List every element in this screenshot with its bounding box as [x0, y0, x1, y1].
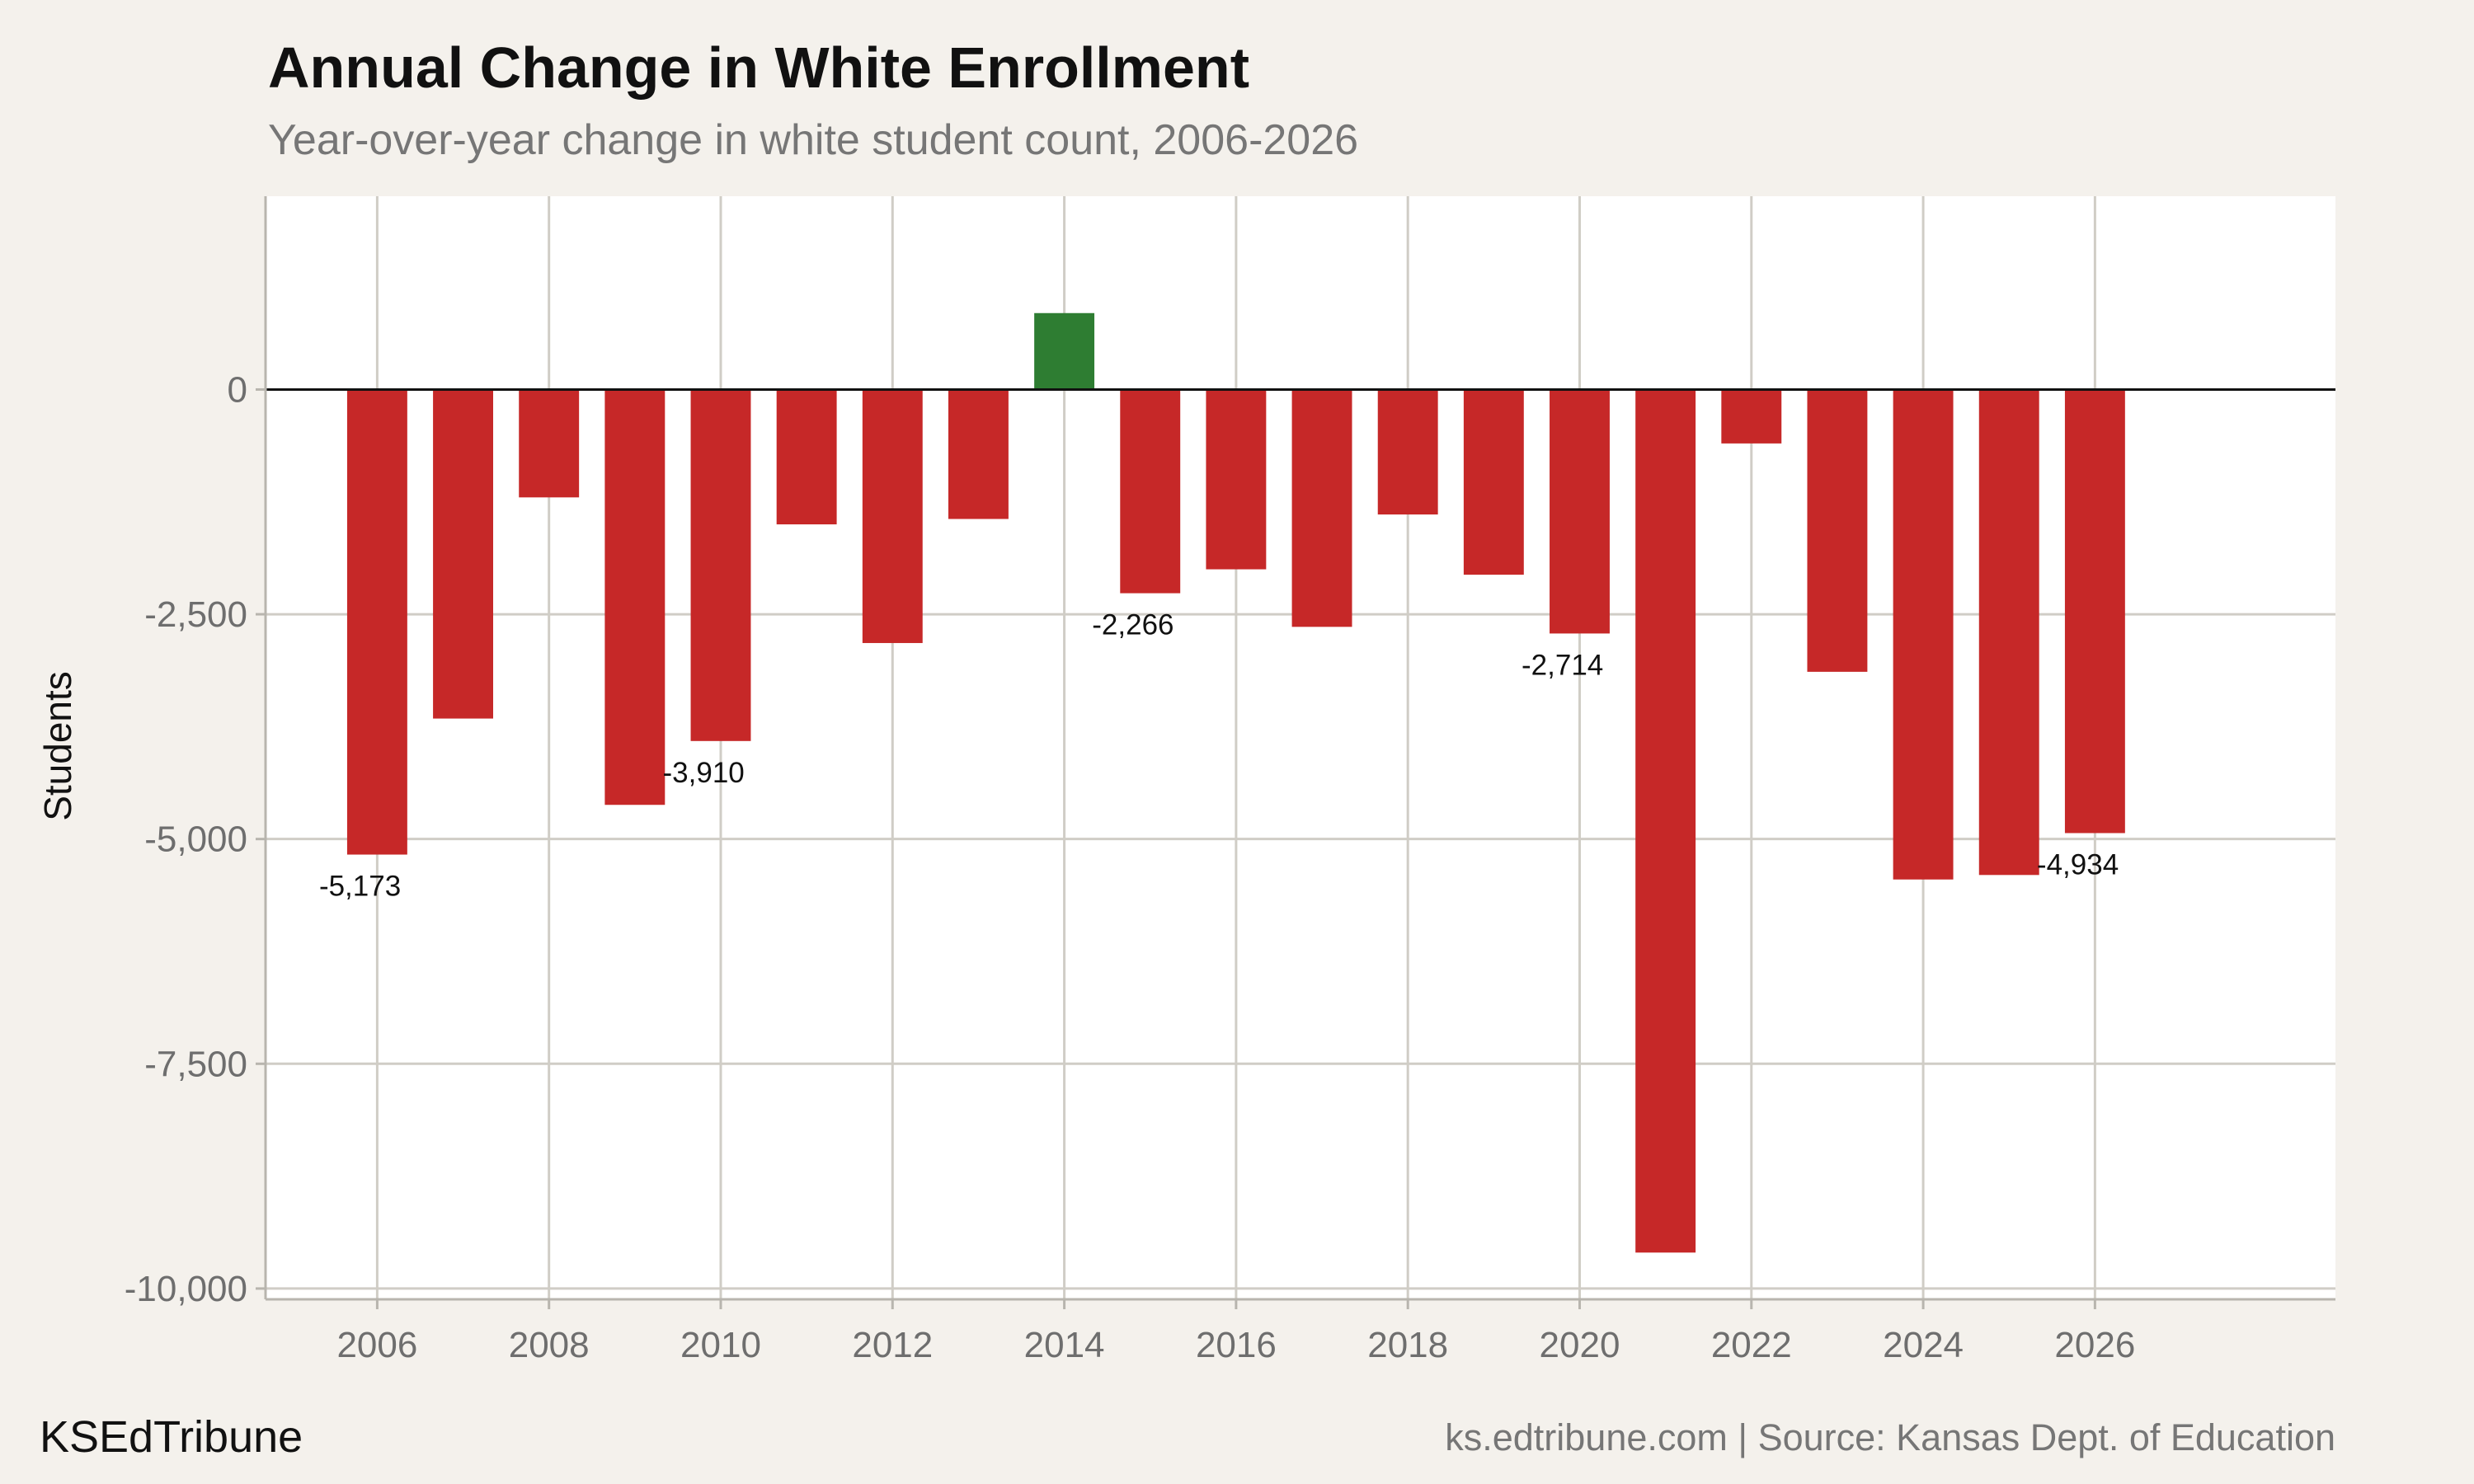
- x-tick-label: 2018: [1367, 1325, 1448, 1365]
- data-label-2026: -4,934: [2037, 848, 2119, 881]
- x-tick-label: 2020: [1540, 1325, 1620, 1365]
- bar-2026: [2064, 389, 2125, 834]
- bar-2023: [1807, 389, 1868, 672]
- bar-2024: [1893, 389, 1954, 880]
- bar-2011: [776, 389, 837, 525]
- data-label-2006: -5,173: [319, 871, 401, 903]
- y-tick-label: -5,000: [144, 819, 247, 860]
- bar-2021: [1635, 389, 1696, 1253]
- chart-subtitle: Year-over-year change in white student c…: [268, 116, 1359, 164]
- bar-2016: [1206, 389, 1267, 570]
- bar-2010: [690, 389, 751, 741]
- bar-2008: [519, 389, 580, 498]
- x-tick-label: 2008: [509, 1325, 590, 1365]
- bar-2020: [1550, 389, 1610, 634]
- bar-2013: [948, 389, 1009, 519]
- x-tick-label: 2010: [680, 1325, 761, 1365]
- bar-2006: [346, 389, 407, 855]
- x-tick-label: 2016: [1196, 1325, 1277, 1365]
- bar-2022: [1721, 389, 1782, 444]
- bar-2025: [1978, 389, 2039, 876]
- source-note: ks.edtribune.com | Source: Kansas Dept. …: [1445, 1416, 2335, 1458]
- y-tick-label: -7,500: [144, 1044, 247, 1084]
- x-tick-label: 2024: [1883, 1325, 1964, 1365]
- bar-2019: [1463, 389, 1524, 575]
- x-tick-label: 2014: [1024, 1325, 1105, 1365]
- bar-2017: [1291, 389, 1352, 627]
- brand-name: KSEdTribune: [40, 1412, 303, 1462]
- data-label-2010: -3,910: [663, 757, 745, 789]
- y-tick-label: -10,000: [125, 1269, 247, 1309]
- bar-2015: [1120, 389, 1181, 594]
- x-tick-label: 2026: [2054, 1325, 2135, 1365]
- data-labels: -5,173 -3,910 -2,266 -2,714 -4,934: [319, 609, 2119, 903]
- y-tick-label: -2,500: [144, 594, 247, 635]
- chart-title: Annual Change in White Enrollment: [268, 35, 1249, 100]
- bars: [346, 312, 2125, 1253]
- y-tick-label: 0: [228, 369, 247, 410]
- data-label-2020: -2,714: [1522, 649, 1603, 681]
- bar-2007: [433, 389, 493, 719]
- bar-2009: [604, 389, 666, 805]
- bar-2014: [1034, 312, 1095, 390]
- x-tick-label: 2006: [336, 1325, 417, 1365]
- bar-2012: [862, 389, 923, 643]
- data-label-2015: -2,266: [1092, 609, 1174, 641]
- axes: 0 -2,500 -5,000 -7,500 -10,000 2006 2008 2010 20…: [125, 196, 2335, 1365]
- bar-2018: [1377, 389, 1438, 515]
- x-tick-label: 2012: [852, 1325, 933, 1365]
- x-tick-label: 2022: [1711, 1325, 1792, 1365]
